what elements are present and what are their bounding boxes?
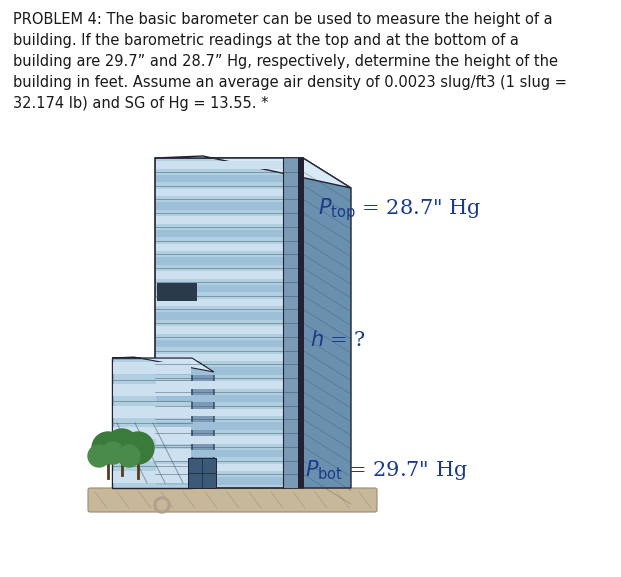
Polygon shape (155, 156, 351, 188)
Circle shape (92, 432, 124, 464)
Bar (156, 326, 302, 334)
Bar (113, 362, 191, 374)
Bar (156, 175, 302, 182)
Bar (156, 285, 302, 293)
Text: $h$ = ?: $h$ = ? (310, 330, 366, 350)
Text: PROBLEM 4: The basic barometer can be used to measure the height of a
building. : PROBLEM 4: The basic barometer can be us… (13, 12, 567, 111)
Bar (156, 477, 302, 485)
Bar (156, 436, 302, 444)
Bar (156, 271, 302, 279)
Polygon shape (192, 358, 214, 488)
Circle shape (118, 445, 140, 467)
Circle shape (88, 445, 110, 467)
Bar (113, 449, 191, 461)
Bar (156, 161, 302, 168)
Bar (156, 230, 302, 237)
Bar (156, 312, 302, 320)
Bar (156, 203, 302, 210)
Bar (156, 409, 302, 416)
Bar (113, 384, 191, 396)
Bar (283, 158, 299, 488)
Bar (113, 406, 191, 418)
Text: $P_{\rm top}$ = 28.7" Hg: $P_{\rm top}$ = 28.7" Hg (318, 197, 481, 223)
Bar (156, 450, 302, 458)
Text: $P_{\rm bot}$ = 29.7" Hg: $P_{\rm bot}$ = 29.7" Hg (305, 458, 468, 482)
FancyBboxPatch shape (88, 488, 377, 512)
Polygon shape (303, 158, 351, 488)
Bar (156, 257, 302, 265)
Circle shape (157, 500, 167, 510)
Bar (113, 471, 191, 482)
Bar (156, 340, 302, 347)
Bar (188, 458, 216, 488)
Bar (298, 158, 304, 488)
Polygon shape (112, 357, 214, 372)
Bar (156, 463, 302, 471)
Bar (156, 298, 302, 306)
Bar (156, 368, 302, 375)
Circle shape (154, 497, 170, 513)
Bar (156, 189, 302, 196)
Bar (156, 422, 302, 430)
Bar (155, 158, 303, 488)
Circle shape (122, 432, 154, 464)
Circle shape (102, 442, 124, 464)
Bar (113, 428, 191, 439)
Bar (156, 216, 302, 223)
Bar (156, 354, 302, 361)
Bar (157, 283, 197, 301)
Bar (156, 243, 302, 251)
Bar (112, 358, 192, 488)
Circle shape (106, 429, 138, 461)
Bar (156, 395, 302, 402)
Bar (156, 381, 302, 388)
